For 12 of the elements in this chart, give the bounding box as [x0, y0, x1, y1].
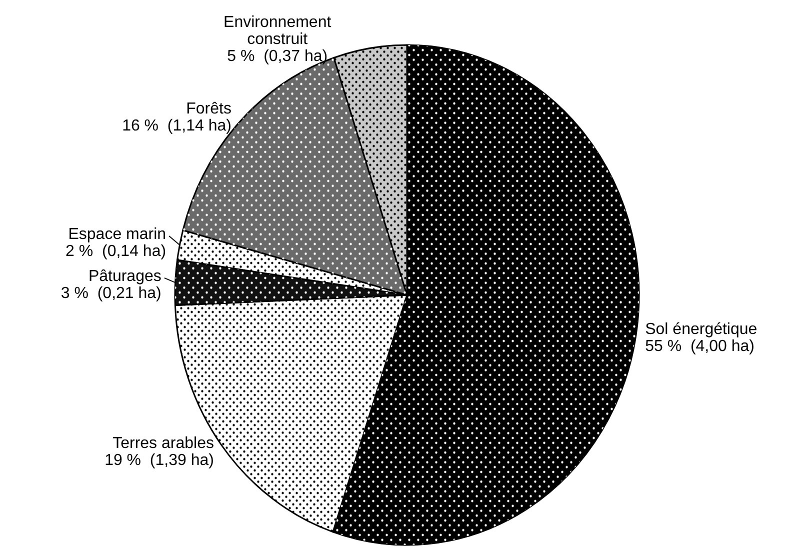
- slice-label: Terres arables: [112, 435, 214, 452]
- data-label: 55 % (4,00 ha): [645, 338, 755, 356]
- data-label: 3 % (0,21 ha): [60, 285, 162, 302]
- data-label: 2 % (0,14 ha): [66, 243, 166, 260]
- slice-label: Environnement construit: [224, 14, 332, 48]
- slice-label: Espace marin: [68, 226, 166, 244]
- data-label: 19 % (1,39 ha): [104, 452, 214, 470]
- slice-label: Pâturages: [88, 268, 162, 286]
- data-label: 16 % (1,14 ha): [122, 118, 232, 135]
- slice-label: Sol énergétique: [645, 321, 758, 338]
- data-label: 5 % (0,37 ha): [227, 48, 328, 65]
- slice-label: Forêts: [186, 100, 232, 118]
